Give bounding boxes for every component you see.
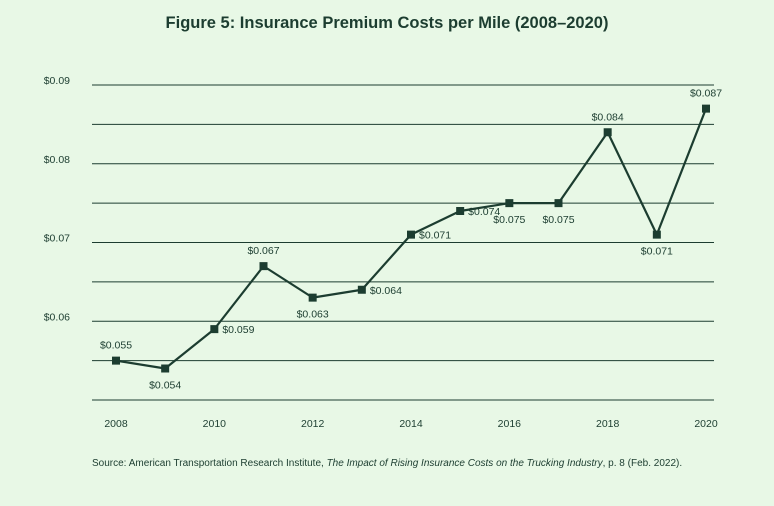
- source-note: Source: American Transportation Research…: [92, 457, 692, 471]
- x-tick-label: 2008: [104, 418, 128, 430]
- x-tick-label: 2020: [694, 418, 718, 430]
- series: [112, 104, 710, 373]
- data-point-marker: [603, 128, 612, 137]
- data-label: $0.071: [641, 246, 673, 258]
- data-label: $0.067: [247, 245, 279, 257]
- y-tick-label: $0.08: [44, 154, 70, 166]
- data-label: $0.084: [592, 111, 624, 123]
- data-label: $0.087: [690, 88, 722, 100]
- line-chart: $0.06 $0.07 $0.08 $0.09 2008 2010 2012 2014 201…: [44, 75, 722, 430]
- x-tick-label: 2018: [596, 418, 620, 430]
- data-point-marker: [161, 364, 170, 373]
- y-tick-label: $0.07: [44, 233, 70, 245]
- data-point-marker: [702, 104, 710, 113]
- x-tick-label: 2014: [399, 418, 423, 430]
- x-axis-ticks: 2008 2010 2012 2014 2016 2018 2020: [104, 418, 718, 430]
- y-tick-label: $0.09: [44, 75, 70, 87]
- data-label: $0.071: [419, 230, 451, 242]
- data-point-marker: [112, 356, 120, 365]
- source-prefix: Source: American Transportation Research…: [92, 458, 327, 469]
- x-tick-label: 2010: [203, 418, 227, 430]
- source-publication: The Impact of Rising Insurance Costs on …: [326, 458, 603, 469]
- data-label: $0.059: [222, 324, 254, 336]
- data-point-marker: [259, 262, 268, 271]
- data-label: $0.074: [468, 206, 500, 218]
- x-tick-label: 2016: [498, 418, 522, 430]
- y-tick-label: $0.06: [44, 311, 70, 323]
- x-tick-label: 2012: [301, 418, 325, 430]
- data-point-marker: [357, 285, 366, 294]
- data-point-marker: [308, 293, 317, 302]
- data-label: $0.064: [370, 285, 402, 297]
- data-point-marker: [652, 230, 661, 239]
- y-axis-ticks: $0.06 $0.07 $0.08 $0.09: [44, 75, 70, 323]
- chart-title: Figure 5: Insurance Premium Costs per Mi…: [165, 14, 609, 32]
- data-label: $0.075: [493, 214, 525, 226]
- data-label: $0.054: [149, 380, 181, 392]
- data-label: $0.055: [100, 340, 132, 352]
- data-label: $0.075: [542, 214, 574, 226]
- data-labels: $0.055 $0.054 $0.059 $0.067 $0.063 $0.064 $0.0…: [100, 88, 722, 392]
- data-point-marker: [505, 199, 514, 208]
- source-suffix: , p. 8 (Feb. 2022).: [602, 458, 683, 469]
- data-point-marker: [554, 199, 563, 208]
- data-point-marker: [210, 325, 219, 334]
- data-point-marker: [407, 230, 415, 239]
- data-point-marker: [456, 207, 465, 215]
- data-label: $0.063: [297, 309, 329, 321]
